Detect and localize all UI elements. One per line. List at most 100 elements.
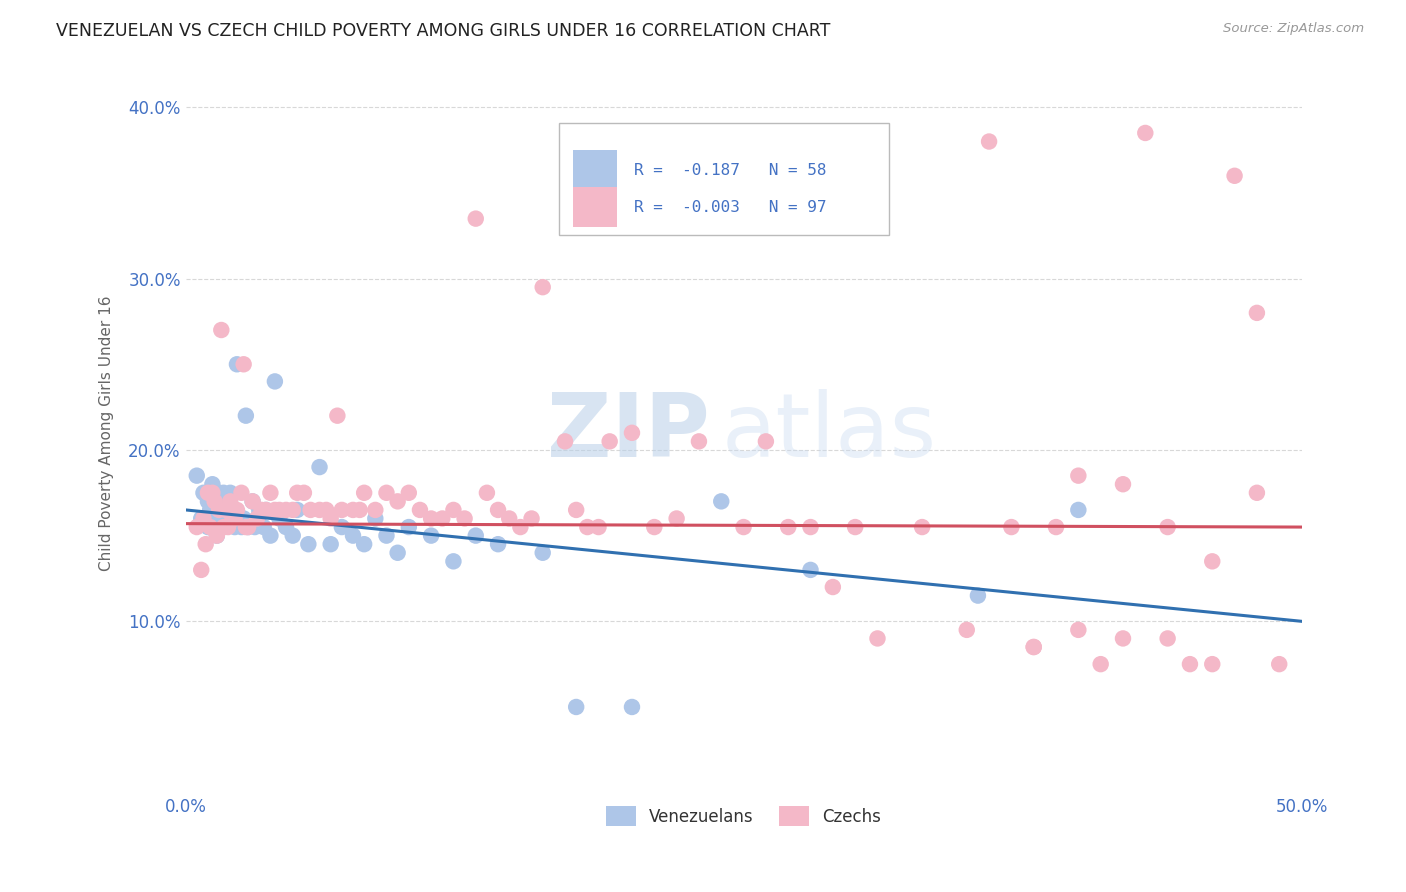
Point [242, 494, 264, 508]
Point [1178, 657, 1201, 672]
Point [911, 520, 934, 534]
Text: R =  -0.003   N = 97: R = -0.003 N = 97 [634, 200, 827, 214]
Point [208, 503, 231, 517]
Point [208, 485, 231, 500]
Point [509, 520, 531, 534]
Point [1045, 520, 1067, 534]
Point [432, 511, 454, 525]
Point [486, 537, 509, 551]
Point [1067, 468, 1090, 483]
Point [231, 485, 253, 500]
Text: R =  -0.187   N = 58: R = -0.187 N = 58 [634, 162, 827, 178]
Point [250, 503, 273, 517]
Point [315, 503, 337, 517]
Point [1246, 485, 1268, 500]
Point [212, 485, 235, 500]
Point [285, 485, 308, 500]
Point [190, 563, 212, 577]
Point [565, 700, 588, 714]
Point [208, 503, 231, 517]
Point [226, 503, 249, 517]
Point [475, 485, 498, 500]
Point [977, 135, 1000, 149]
Point [330, 503, 353, 517]
Point [364, 511, 387, 525]
Y-axis label: Child Poverty Among Girls Under 16: Child Poverty Among Girls Under 16 [100, 295, 114, 571]
Point [197, 485, 219, 500]
Point [398, 485, 420, 500]
Point [236, 520, 259, 534]
Point [274, 520, 297, 534]
Point [281, 503, 304, 517]
FancyBboxPatch shape [572, 187, 617, 227]
Text: VENEZUELAN VS CZECH CHILD POVERTY AMONG GIRLS UNDER 16 CORRELATION CHART: VENEZUELAN VS CZECH CHILD POVERTY AMONG … [56, 22, 831, 40]
Point [205, 528, 228, 542]
Point [264, 375, 287, 389]
Point [259, 528, 281, 542]
Point [1112, 632, 1135, 646]
Point [1201, 657, 1223, 672]
Legend: Venezuelans, Czechs: Venezuelans, Czechs [598, 797, 890, 835]
Point [254, 503, 277, 517]
Point [217, 520, 239, 534]
Point [620, 700, 643, 714]
Point [464, 528, 486, 542]
Point [253, 520, 276, 534]
Point [1022, 640, 1045, 654]
Point [264, 503, 287, 517]
Point [844, 520, 866, 534]
Point [308, 460, 330, 475]
Point [269, 503, 291, 517]
Point [219, 503, 242, 517]
Point [221, 511, 243, 525]
Point [235, 409, 257, 423]
Point [375, 528, 398, 542]
Point [209, 494, 232, 508]
Point [319, 537, 342, 551]
Point [219, 485, 242, 500]
Point [387, 494, 409, 508]
Point [246, 511, 269, 525]
Point [956, 623, 979, 637]
Point [1156, 520, 1178, 534]
Point [387, 546, 409, 560]
Point [217, 511, 239, 525]
Point [186, 468, 208, 483]
Point [531, 546, 554, 560]
Point [353, 485, 375, 500]
Point [620, 425, 643, 440]
Point [353, 537, 375, 551]
Point [565, 503, 588, 517]
Point [531, 280, 554, 294]
Point [398, 520, 420, 534]
Point [441, 554, 464, 568]
Point [866, 632, 889, 646]
Point [799, 563, 821, 577]
Point [588, 520, 610, 534]
Point [1156, 632, 1178, 646]
Point [285, 503, 308, 517]
Point [1112, 477, 1135, 491]
Point [349, 503, 371, 517]
Point [1223, 169, 1246, 183]
Point [665, 511, 688, 525]
Point [486, 503, 509, 517]
Point [205, 528, 228, 542]
Point [1067, 503, 1090, 517]
Point [554, 434, 576, 449]
Point [231, 520, 253, 534]
Point [420, 511, 443, 525]
Point [212, 520, 235, 534]
Point [219, 494, 242, 508]
FancyBboxPatch shape [572, 151, 617, 190]
Point [342, 528, 364, 542]
Point [259, 485, 281, 500]
Point [254, 503, 277, 517]
Point [1000, 520, 1022, 534]
Point [453, 511, 475, 525]
Point [201, 477, 224, 491]
Point [281, 528, 304, 542]
Point [198, 503, 221, 517]
Point [799, 520, 821, 534]
Point [232, 357, 254, 371]
